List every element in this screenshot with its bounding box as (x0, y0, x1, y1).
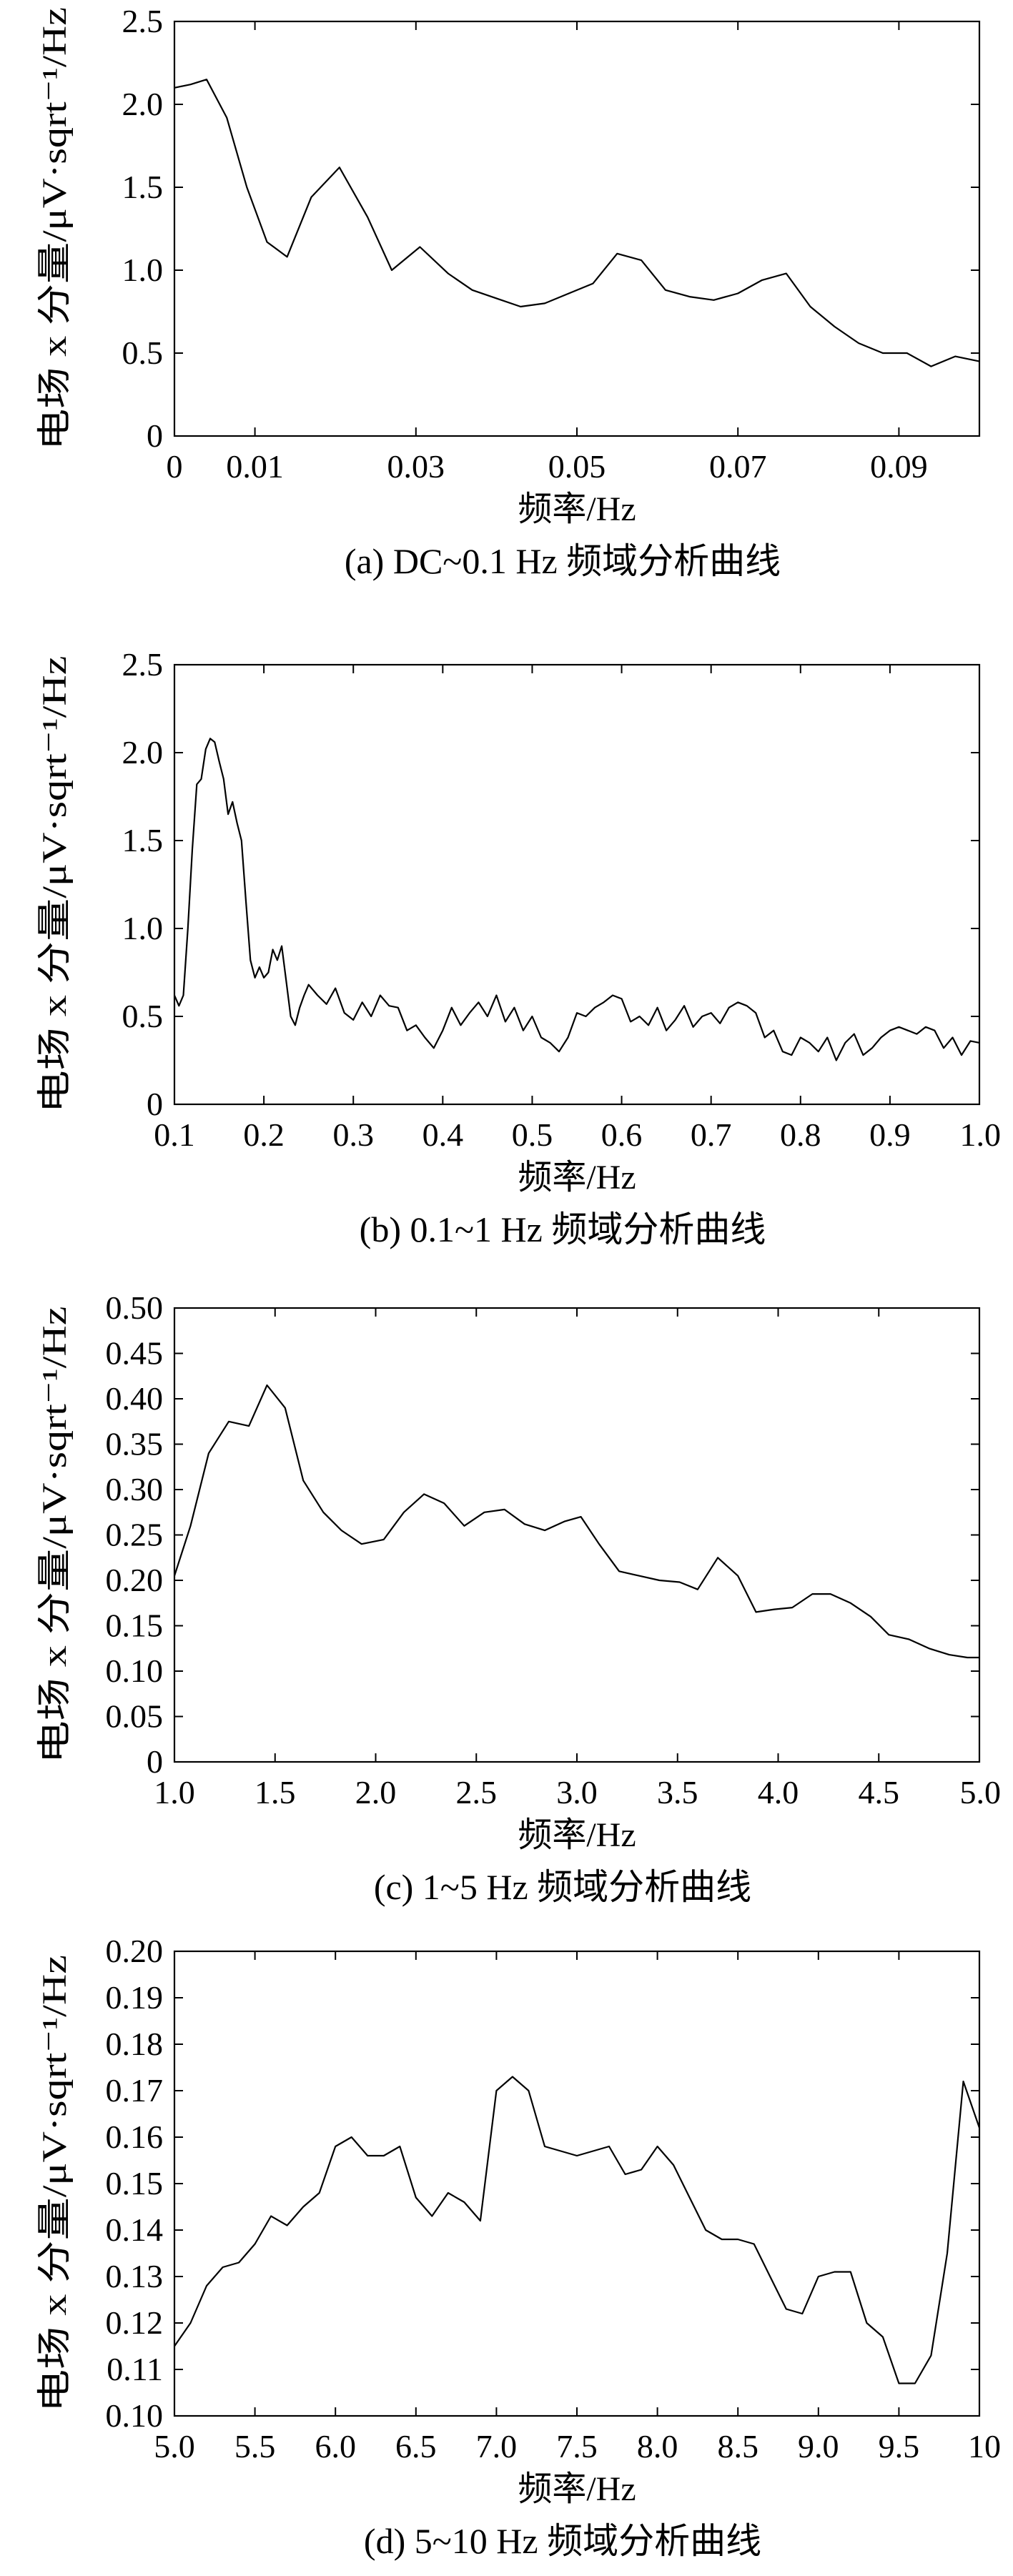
x-tick-label: 0.8 (780, 1116, 821, 1153)
y-tick-label: 0.18 (106, 2026, 164, 2062)
y-tick-label: 1.0 (122, 910, 164, 946)
x-tick-label: 4.5 (859, 1774, 900, 1810)
y-tick-label: 0.50 (106, 1289, 164, 1326)
x-tick-label: 8.5 (717, 2428, 758, 2464)
x-tick-label: 3.5 (657, 1774, 698, 1810)
x-tick-label: 0.03 (387, 448, 445, 485)
x-tick-label: 3.0 (556, 1774, 598, 1810)
x-tick-label: 1.0 (960, 1116, 1002, 1153)
y-tick-label: 0.17 (106, 2072, 164, 2109)
y-axis-label: 电场 x 分量/μV·sqrt⁻¹/Hz (36, 1955, 74, 2412)
plot-frame (173, 663, 981, 1106)
x-tick-label: 0.2 (243, 1116, 285, 1153)
chart-d: 5.0 5.5 6.0 6.5 7.0 7.5 8.0 8.5 9.0 9.5 10 0.10 0.11… (36, 1933, 1001, 2561)
x-tick-label: 0.4 (423, 1116, 464, 1153)
y-tick-label: 2.5 (122, 3, 164, 39)
y-tick-label: 0.5 (122, 335, 164, 371)
y-tick-label: 0.11 (107, 2351, 163, 2387)
x-tick-label: 0.7 (691, 1116, 732, 1153)
y-axis-label: 电场 x 分量/μV·sqrt⁻¹/Hz (36, 1307, 74, 1764)
y-tick-label: 0.20 (106, 1933, 164, 1969)
plot-frame (173, 1307, 981, 1763)
chart-panel-a: 0 0.01 0.03 0.05 0.07 0.09 0 0.5 1.0 1.5 2.0 2.5 频率/… (0, 0, 1013, 643)
y-tick-label: 0.15 (106, 2165, 164, 2201)
x-tick-label: 9.0 (798, 2428, 839, 2464)
y-axis-label: 电场 x 分量/μV·sqrt⁻¹/Hz (36, 656, 74, 1114)
x-tick-label: 8.0 (637, 2428, 678, 2464)
x-tick-label: 1.5 (255, 1774, 296, 1810)
y-tick-label: 0.35 (106, 1426, 164, 1462)
chart-caption: (c) 1~5 Hz 频域分析曲线 (374, 1867, 751, 1907)
chart-panel-d: 5.0 5.5 6.0 6.5 7.0 7.5 8.0 8.5 9.0 9.5 10 0.10 0.11… (0, 1930, 1013, 2576)
chart-caption: (a) DC~0.1 Hz 频域分析曲线 (345, 541, 781, 581)
x-tick-label: 5.0 (154, 2428, 195, 2464)
x-tick-label: 0 (167, 448, 183, 485)
x-tick-label: 0.05 (548, 448, 606, 485)
x-tick-label: 0.07 (709, 448, 767, 485)
y-tick-label: 0.45 (106, 1335, 164, 1372)
x-axis-label: 频率/Hz (518, 490, 636, 528)
x-tick-label: 2.0 (355, 1774, 397, 1810)
chart-caption: (d) 5~10 Hz 频域分析曲线 (364, 2521, 761, 2561)
x-tick-label: 0.09 (870, 448, 928, 485)
x-tick-label: 6.5 (395, 2428, 437, 2464)
y-tick-label: 0.10 (106, 1653, 164, 1689)
y-tick-label: 2.5 (122, 646, 164, 683)
chart-c: 1.0 1.5 2.0 2.5 3.0 3.5 4.0 4.5 5.0 0 0.05 0.10 0.15… (36, 1289, 1002, 1907)
y-tick-label: 1.5 (122, 822, 164, 858)
y-tick-label: 0 (147, 1086, 163, 1122)
x-tick-label: 0.6 (601, 1116, 643, 1153)
y-tick-label: 0.14 (106, 2211, 164, 2248)
chart-b: 0.1 0.2 0.3 0.4 0.5 0.6 0.7 0.8 0.9 1.0 0 0.5 1.0 1.5… (36, 646, 1002, 1249)
y-tick-label: 0.30 (106, 1471, 164, 1507)
x-tick-label: 0.1 (154, 1116, 195, 1153)
x-tick-label: 9.5 (879, 2428, 920, 2464)
x-tick-label: 6.0 (315, 2428, 356, 2464)
y-tick-label: 1.5 (122, 169, 164, 205)
y-tick-label: 0.20 (106, 1562, 164, 1598)
chart-panel-b: 0.1 0.2 0.3 0.4 0.5 0.6 0.7 0.8 0.9 1.0 0 0.5 1.0 1.5… (0, 643, 1013, 1287)
x-tick-label: 7.0 (476, 2428, 518, 2464)
y-tick-label: 0 (147, 1743, 163, 1780)
x-tick-label: 4.0 (758, 1774, 799, 1810)
x-tick-label: 0.5 (512, 1116, 553, 1153)
y-tick-label: 1.0 (122, 252, 164, 288)
y-tick-label: 0.25 (106, 1517, 164, 1553)
y-tick-label: 0.05 (106, 1698, 164, 1735)
x-tick-label: 5.5 (234, 2428, 276, 2464)
series-line (173, 738, 980, 1061)
x-tick-label: 1.0 (154, 1774, 195, 1810)
plot-frame (173, 20, 981, 437)
x-tick-label: 0.9 (869, 1116, 911, 1153)
series-line (173, 1384, 979, 1659)
x-axis-label: 频率/Hz (518, 2470, 636, 2508)
x-tick-label: 0.01 (226, 448, 284, 485)
series-line (174, 79, 980, 367)
y-tick-label: 0.13 (106, 2258, 164, 2294)
x-tick-label: 7.5 (556, 2428, 598, 2464)
y-tick-label: 0.19 (106, 1979, 164, 2016)
y-tick-label: 0.10 (106, 2397, 164, 2434)
y-tick-label: 0.40 (106, 1380, 164, 1417)
chart-panel-c: 1.0 1.5 2.0 2.5 3.0 3.5 4.0 4.5 5.0 0 0.05 0.10 0.15… (0, 1287, 1013, 1930)
series-line (174, 2076, 981, 2384)
x-tick-label: 2.5 (456, 1774, 498, 1810)
y-tick-label: 0.12 (106, 2304, 164, 2341)
y-tick-label: 2.0 (122, 734, 164, 771)
x-axis-label: 频率/Hz (518, 1159, 636, 1197)
x-axis-label: 频率/Hz (518, 1816, 636, 1854)
plot-frame (173, 1950, 981, 2417)
x-tick-label: 0.3 (332, 1116, 374, 1153)
chart-caption: (b) 0.1~1 Hz 频域分析曲线 (360, 1209, 766, 1249)
y-tick-label: 0.5 (122, 998, 164, 1034)
chart-a: 0 0.01 0.03 0.05 0.07 0.09 0 0.5 1.0 1.5 2.0 2.5 频率/… (36, 3, 981, 581)
y-tick-label: 2.0 (122, 86, 164, 122)
x-tick-label: 10 (968, 2428, 1001, 2464)
y-axis-label: 电场 x 分量/μV·sqrt⁻¹/Hz (36, 7, 74, 450)
y-tick-label: 0.16 (106, 2119, 164, 2155)
y-tick-label: 0 (147, 417, 163, 454)
y-tick-label: 0.15 (106, 1607, 164, 1644)
x-tick-label: 5.0 (960, 1774, 1002, 1810)
